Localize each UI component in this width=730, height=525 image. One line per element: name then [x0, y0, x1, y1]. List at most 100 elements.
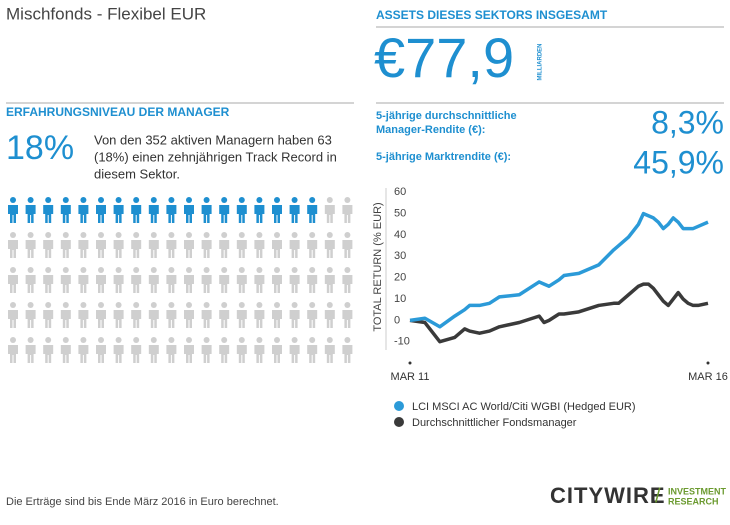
- person-icon: [148, 267, 159, 293]
- y-tick-label: 0: [394, 314, 400, 326]
- icon-body: [289, 205, 300, 223]
- icon-head: [186, 337, 192, 343]
- icon-head: [238, 232, 245, 238]
- icon-body: [148, 240, 159, 258]
- person-icon: [184, 197, 194, 223]
- person-icon: [236, 302, 247, 328]
- icon-head: [326, 267, 333, 273]
- icon-body: [254, 205, 265, 223]
- y-tick-label: 60: [394, 186, 406, 198]
- person-icon: [219, 302, 230, 328]
- icon-body: [324, 310, 335, 328]
- x-tick-label: MAR 16: [688, 371, 728, 383]
- return-label: 5-jährige Marktrendite (€):: [376, 151, 511, 163]
- logo-sub: INVESTMENT: [668, 486, 727, 496]
- icon-body: [25, 275, 36, 293]
- icon-body: [8, 240, 18, 258]
- person-icon: [184, 302, 194, 328]
- person-icon: [131, 302, 142, 328]
- person-icon: [324, 337, 335, 363]
- icon-head: [150, 232, 157, 238]
- person-icon: [307, 302, 318, 328]
- icon-head: [62, 337, 69, 343]
- person-icon: [96, 232, 106, 258]
- icon-head: [98, 267, 104, 273]
- person-icon: [272, 337, 282, 363]
- series-line: [409, 211, 709, 329]
- icon-body: [289, 310, 300, 328]
- icon-body: [236, 310, 247, 328]
- legend-label: LCI MSCI AC World/Citi WGBI (Hedged EUR): [412, 401, 636, 413]
- icon-head: [62, 197, 69, 203]
- person-icon: [60, 337, 71, 363]
- person-icon: [43, 267, 54, 293]
- manager-text: (18%) einen zehnjährigen Track Record in: [94, 149, 337, 164]
- icon-body: [43, 275, 54, 293]
- person-icon: [254, 232, 265, 258]
- icon-body: [272, 205, 282, 223]
- return-value: 8,3%: [651, 104, 724, 140]
- icon-body: [289, 240, 300, 258]
- icon-body: [254, 275, 265, 293]
- person-icon: [60, 232, 71, 258]
- icon-head: [27, 337, 34, 343]
- person-icon: [43, 337, 54, 363]
- icon-body: [307, 275, 318, 293]
- icon-head: [186, 302, 192, 308]
- icon-head: [133, 232, 140, 238]
- icon-head: [168, 232, 175, 238]
- logo-sub: RESEARCH: [668, 496, 719, 506]
- icon-body: [113, 240, 124, 258]
- icon-head: [186, 197, 192, 203]
- icon-body: [96, 275, 106, 293]
- icon-body: [78, 275, 89, 293]
- person-icon: [96, 337, 106, 363]
- person-icon: [324, 267, 335, 293]
- icon-body: [131, 345, 142, 363]
- person-icon: [219, 197, 230, 223]
- logo: CITYWIRE: [550, 483, 666, 508]
- icon-head: [98, 197, 104, 203]
- person-icon: [236, 267, 247, 293]
- icon-head: [186, 267, 192, 273]
- icon-head: [309, 232, 316, 238]
- icon-head: [344, 267, 351, 273]
- person-icon: [166, 197, 177, 223]
- person-icon: [8, 197, 18, 223]
- y-tick-label: 30: [394, 250, 406, 262]
- icon-body: [166, 345, 177, 363]
- icon-head: [326, 232, 333, 238]
- icon-head: [309, 302, 316, 308]
- icon-head: [203, 197, 210, 203]
- person-icon: [131, 267, 142, 293]
- person-icon: [78, 337, 89, 363]
- person-icon: [148, 302, 159, 328]
- person-icon: [25, 267, 36, 293]
- person-icon: [78, 267, 89, 293]
- person-icon: [78, 232, 89, 258]
- icon-body: [219, 345, 230, 363]
- icon-head: [168, 197, 175, 203]
- icon-body: [148, 345, 159, 363]
- icon-body: [184, 345, 194, 363]
- person-icon: [342, 232, 353, 258]
- icon-head: [274, 302, 280, 308]
- person-icon: [78, 197, 89, 223]
- icon-body: [96, 345, 106, 363]
- icon-body: [184, 310, 194, 328]
- icon-body: [307, 310, 318, 328]
- icon-head: [186, 232, 192, 238]
- y-tick-label: 10: [394, 293, 406, 305]
- icon-head: [150, 197, 157, 203]
- icon-head: [150, 267, 157, 273]
- icon-body: [148, 205, 159, 223]
- icon-head: [10, 267, 16, 273]
- assets-amount: €77,9: [374, 26, 514, 89]
- icon-head: [291, 337, 298, 343]
- icon-body: [307, 345, 318, 363]
- icon-head: [115, 337, 122, 343]
- person-icon: [78, 302, 89, 328]
- icon-head: [203, 232, 210, 238]
- icon-body: [60, 275, 71, 293]
- icon-body: [272, 275, 282, 293]
